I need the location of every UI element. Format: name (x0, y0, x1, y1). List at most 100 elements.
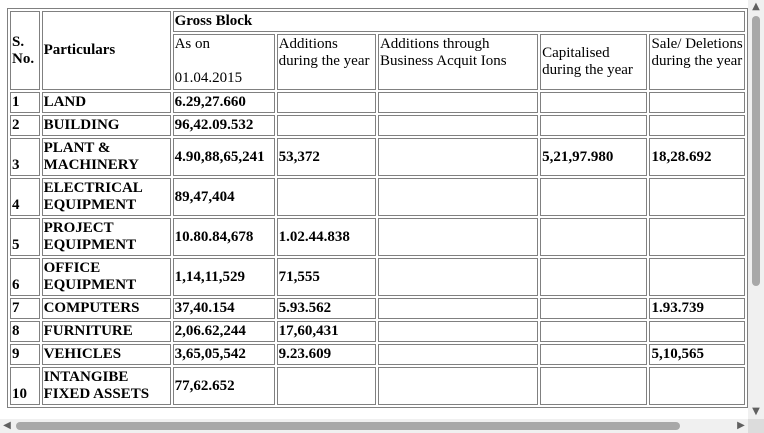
row-as-on: 2,06.62,244 (172, 321, 275, 342)
row-sale (649, 178, 745, 216)
row-sale (649, 258, 745, 296)
row-business (377, 178, 539, 216)
row-capitalised: 5,21,97.980 (540, 138, 648, 176)
row-sale (649, 367, 745, 405)
row-capitalised (540, 92, 648, 113)
row-additions (276, 178, 376, 216)
table-body: 1 LAND 6.29,27.660 2 BUILDING 96,42.09.532 3 PL… (10, 92, 745, 405)
row-business (377, 298, 539, 319)
row-additions: 1.02.44.838 (276, 218, 376, 256)
header-sale-deletions: Sale/ Deletions during the year (649, 34, 745, 90)
row-additions: 5.93.562 (276, 298, 376, 319)
row-particular: BUILDING (41, 115, 171, 136)
table-row: 2 BUILDING 96,42.09.532 (10, 115, 745, 136)
table-row: 9 VEHICLES 3,65,05,542 9.23.609 5,10,565 (10, 344, 745, 365)
row-capitalised (540, 178, 648, 216)
row-as-on: 3,65,05,542 (172, 344, 275, 365)
row-business (377, 218, 539, 256)
table-row: 4 ELECTRICAL EQUIPMENT 89,47,404 (10, 178, 745, 216)
row-particular: OFFICE EQUIPMENT (41, 258, 171, 296)
row-particular: LAND (41, 92, 171, 113)
header-additions-business: Additions through Business Acquit Ions (377, 34, 539, 90)
table-row: 1 LAND 6.29,27.660 (10, 92, 745, 113)
row-sale (649, 115, 745, 136)
row-business (377, 92, 539, 113)
scroll-down-arrow-icon[interactable]: ▼ (752, 406, 760, 417)
header-as-on-date: 01.04.2015 (174, 70, 243, 86)
row-sno: 7 (10, 298, 40, 319)
row-capitalised (540, 367, 648, 405)
row-additions: 9.23.609 (276, 344, 376, 365)
row-sno: 9 (10, 344, 40, 365)
scroll-up-arrow-icon[interactable]: ▲ (752, 1, 760, 12)
table-row: 6 OFFICE EQUIPMENT 1,14,11,529 71,555 (10, 258, 745, 296)
vertical-scroll-thumb[interactable] (752, 16, 760, 286)
header-sno: S. No. (10, 11, 40, 90)
row-particular: ELECTRICAL EQUIPMENT (41, 178, 171, 216)
row-as-on: 10.80.84,678 (172, 218, 275, 256)
row-particular: FURNITURE (41, 321, 171, 342)
header-as-on-label: As on (174, 36, 211, 52)
row-sale: 1.93.739 (649, 298, 745, 319)
row-capitalised (540, 321, 648, 342)
row-business (377, 138, 539, 176)
row-additions: 17,60,431 (276, 321, 376, 342)
header-capitalised: Capitalised during the year (540, 34, 648, 90)
row-sno: 10 (10, 367, 40, 405)
table-viewport: S. No. Particulars Gross Block As on 01.… (7, 8, 748, 408)
row-particular: PLANT & MACHINERY (41, 138, 171, 176)
row-capitalised (540, 258, 648, 296)
row-capitalised (540, 344, 648, 365)
row-sno: 6 (10, 258, 40, 296)
header-gross-block: Gross Block (172, 11, 745, 32)
table-row: 10 INTANGIBE FIXED ASSETS 77,62.652 (10, 367, 745, 405)
row-particular: VEHICLES (41, 344, 171, 365)
scroll-left-arrow-icon[interactable]: ◀ (3, 420, 11, 431)
row-sale (649, 218, 745, 256)
row-capitalised (540, 298, 648, 319)
row-sale (649, 321, 745, 342)
row-sno: 8 (10, 321, 40, 342)
row-sno: 1 (10, 92, 40, 113)
header-as-on: As on 01.04.2015 (172, 34, 275, 90)
row-sno: 4 (10, 178, 40, 216)
row-sale: 18,28.692 (649, 138, 745, 176)
row-additions (276, 115, 376, 136)
row-sale: 5,10,565 (649, 344, 745, 365)
row-business (377, 115, 539, 136)
row-business (377, 258, 539, 296)
row-business (377, 344, 539, 365)
row-sno: 3 (10, 138, 40, 176)
row-as-on: 96,42.09.532 (172, 115, 275, 136)
header-additions: Additions during the year (276, 34, 376, 90)
vertical-scrollbar[interactable]: ▲ ▼ (748, 0, 764, 419)
row-capitalised (540, 218, 648, 256)
row-sno: 5 (10, 218, 40, 256)
scrollbar-corner (748, 419, 764, 433)
row-particular: INTANGIBE FIXED ASSETS (41, 367, 171, 405)
row-particular: COMPUTERS (41, 298, 171, 319)
row-business (377, 367, 539, 405)
row-additions: 53,372 (276, 138, 376, 176)
row-as-on: 37,40.154 (172, 298, 275, 319)
row-additions (276, 367, 376, 405)
horizontal-scroll-thumb[interactable] (16, 422, 680, 430)
row-as-on: 77,62.652 (172, 367, 275, 405)
scroll-right-arrow-icon[interactable]: ▶ (737, 420, 745, 431)
row-as-on: 4.90,88,65,241 (172, 138, 275, 176)
table-row: 5 PROJECT EQUIPMENT 10.80.84,678 1.02.44.83… (10, 218, 745, 256)
horizontal-scrollbar[interactable]: ◀ ▶ (0, 419, 748, 433)
table-row: 8 FURNITURE 2,06.62,244 17,60,431 (10, 321, 745, 342)
header-particulars: Particulars (41, 11, 171, 90)
table-row: 3 PLANT & MACHINERY 4.90,88,65,241 53,372 5,… (10, 138, 745, 176)
row-additions: 71,555 (276, 258, 376, 296)
table-row: 7 COMPUTERS 37,40.154 5.93.562 1.93.739 (10, 298, 745, 319)
row-capitalised (540, 115, 648, 136)
row-as-on: 1,14,11,529 (172, 258, 275, 296)
row-additions (276, 92, 376, 113)
row-as-on: 6.29,27.660 (172, 92, 275, 113)
row-particular: PROJECT EQUIPMENT (41, 218, 171, 256)
row-sale (649, 92, 745, 113)
gross-block-table: S. No. Particulars Gross Block As on 01.… (7, 8, 748, 408)
row-as-on: 89,47,404 (172, 178, 275, 216)
